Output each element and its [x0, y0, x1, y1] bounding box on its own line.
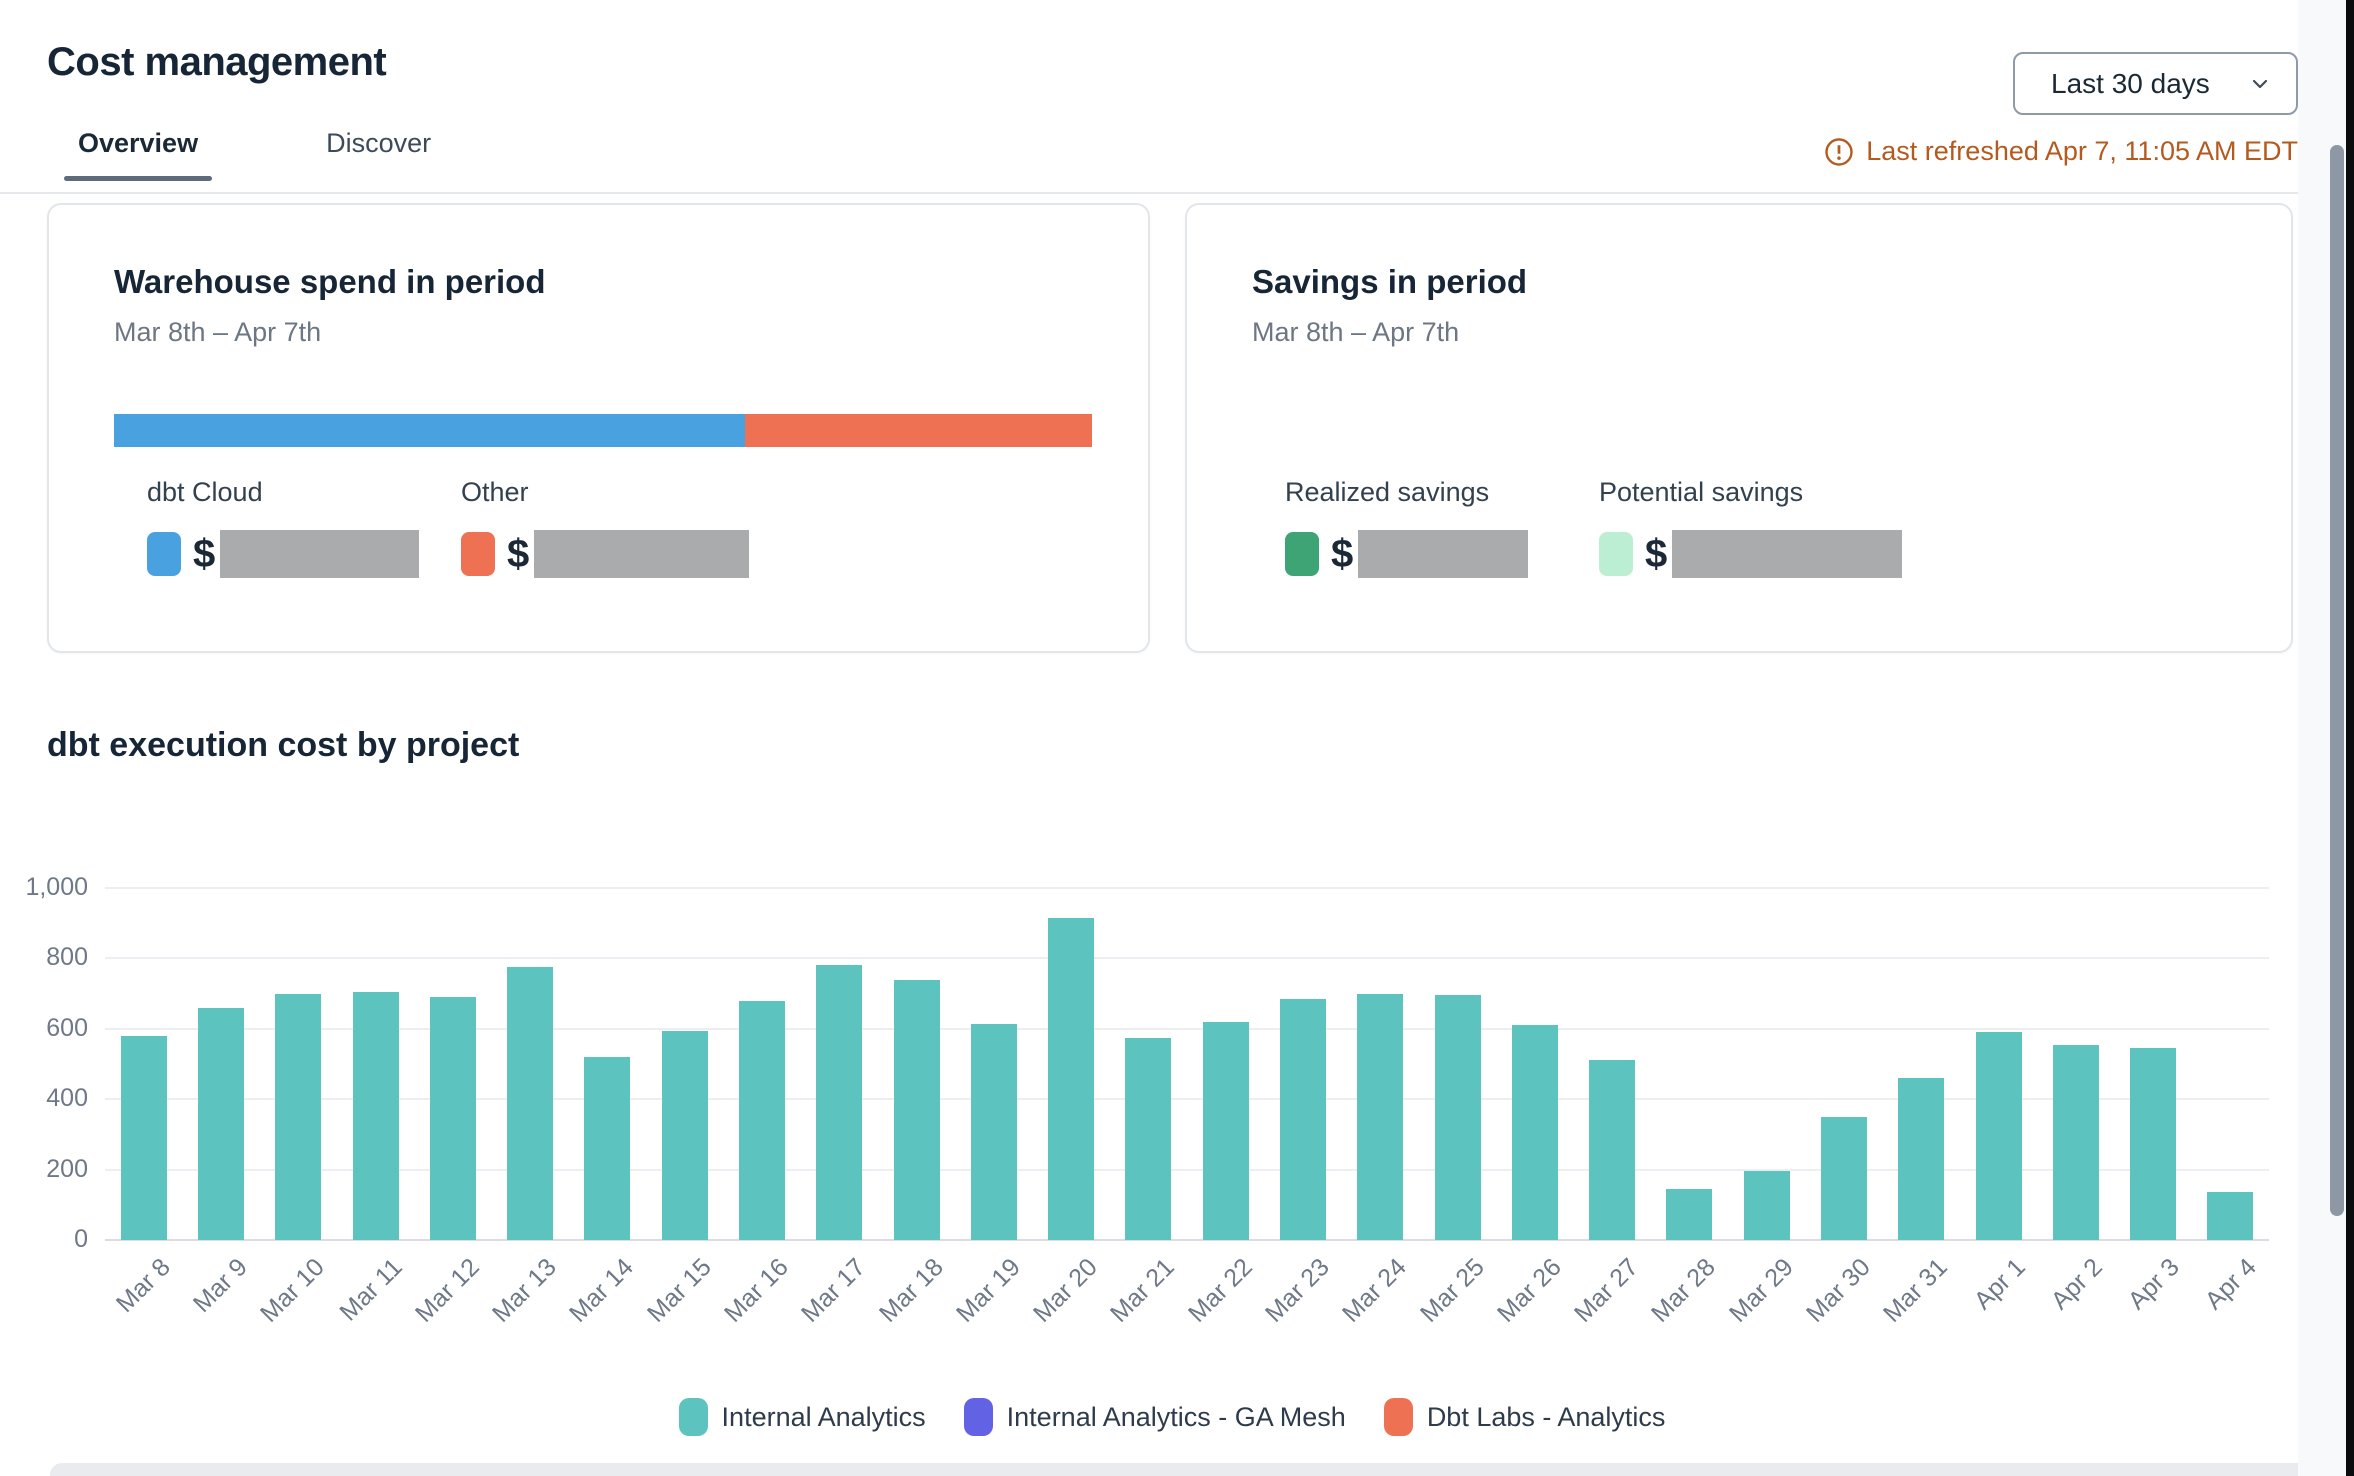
- gridline-800: [105, 957, 2269, 960]
- legend-item-internal-analytics[interactable]: Internal Analytics: [678, 1398, 926, 1436]
- tab-bar: Overview Discover: [64, 128, 445, 181]
- y-axis-label: 400: [46, 1084, 88, 1113]
- chart-legend: Internal Analytics Internal Analytics - G…: [0, 1398, 2344, 1436]
- bar-mar-21[interactable]: [1125, 1037, 1172, 1240]
- savings-legend-label: Realized savings: [1285, 477, 1490, 507]
- tab-overview[interactable]: Overview: [64, 128, 213, 181]
- spend-segment-other[interactable]: [744, 414, 1092, 447]
- savings-legend-label: Potential savings: [1599, 477, 1804, 507]
- spend-legend: dbt Cloud $ Other $: [147, 477, 750, 578]
- y-axis-label: 1,000: [25, 873, 88, 901]
- bar-mar-15[interactable]: [661, 1030, 708, 1240]
- redacted-value: [1672, 530, 1903, 578]
- bar-mar-13[interactable]: [507, 967, 554, 1240]
- bar-mar-25[interactable]: [1434, 995, 1481, 1240]
- bar-mar-30[interactable]: [1820, 1116, 1867, 1240]
- bar-mar-26[interactable]: [1511, 1025, 1558, 1240]
- window-edge: [2346, 0, 2354, 1476]
- bar-mar-17[interactable]: [816, 965, 863, 1240]
- y-axis-label: 0: [74, 1225, 88, 1253]
- bar-mar-11[interactable]: [352, 991, 399, 1240]
- legend-item-internal-analytics-ga-mesh[interactable]: Internal Analytics - GA Mesh: [963, 1398, 1346, 1436]
- y-axis-label: 800: [46, 943, 88, 972]
- bar-mar-31[interactable]: [1898, 1078, 1945, 1240]
- gridline-600: [105, 1027, 2269, 1030]
- bar-mar-24[interactable]: [1357, 993, 1404, 1240]
- y-axis-label: 600: [46, 1013, 88, 1042]
- gridline-0: [105, 1239, 2269, 1241]
- bar-mar-18[interactable]: [893, 979, 940, 1240]
- bar-mar-9[interactable]: [197, 1007, 244, 1240]
- refresh-status-text: Last refreshed Apr 7, 11:05 AM EDT: [1866, 136, 2298, 166]
- savings-period: Mar 8th – Apr 7th: [1252, 317, 1460, 347]
- chevron-down-icon: [2248, 72, 2272, 96]
- legend-label: Internal Analytics: [721, 1401, 926, 1432]
- bar-apr-4[interactable]: [2207, 1192, 2254, 1240]
- potential-savings-group: Potential savings $: [1599, 477, 1903, 578]
- bar-mar-27[interactable]: [1589, 1060, 1636, 1240]
- other-swatch: [461, 532, 495, 576]
- legend-swatch: [678, 1398, 708, 1436]
- scrollbar-thumb[interactable]: [2330, 145, 2344, 1216]
- bar-mar-12[interactable]: [429, 997, 476, 1240]
- warehouse-spend-title: Warehouse spend in period: [114, 263, 546, 300]
- redacted-value: [220, 530, 419, 578]
- currency-symbol: $: [507, 531, 530, 576]
- execution-cost-chart: 0 200 400 600 800 1,000 Mar 8 Mar 9 Mar 10 Mar 11…: [25, 873, 2269, 1476]
- refresh-status: Last refreshed Apr 7, 11:05 AM EDT: [1824, 136, 2298, 167]
- legend-swatch: [1383, 1398, 1413, 1436]
- spend-stacked-bar: [114, 414, 1092, 447]
- spend-legend-dbt-cloud: dbt Cloud $: [147, 477, 419, 578]
- bar-apr-1[interactable]: [1975, 1032, 2022, 1240]
- next-panel-edge: [50, 1463, 2346, 1476]
- legend-swatch: [963, 1398, 993, 1436]
- date-range-dropdown[interactable]: Last 30 days: [2013, 52, 2298, 115]
- savings-card: Savings in period Mar 8th – Apr 7th Real…: [1185, 203, 2293, 653]
- warehouse-spend-period: Mar 8th – Apr 7th: [114, 317, 322, 347]
- bar-apr-2[interactable]: [2052, 1044, 2099, 1240]
- spend-segment-dbt-cloud[interactable]: [114, 414, 745, 447]
- chart-section-title: dbt execution cost by project: [47, 726, 520, 764]
- bar-mar-19[interactable]: [970, 1023, 1017, 1240]
- tabbar-divider: [0, 192, 2346, 194]
- bar-mar-16[interactable]: [738, 1000, 785, 1240]
- redacted-value: [1358, 530, 1529, 578]
- date-range-value: Last 30 days: [2051, 67, 2210, 99]
- redacted-value: [534, 530, 750, 578]
- page-title: Cost management: [47, 40, 387, 84]
- savings-legend: Realized savings $ Potential savings $: [1285, 477, 1903, 578]
- legend-item-dbt-labs-analytics[interactable]: Dbt Labs - Analytics: [1383, 1398, 1666, 1436]
- spend-legend-other: Other $: [461, 477, 750, 578]
- bar-mar-14[interactable]: [584, 1056, 631, 1240]
- dbt-cloud-swatch: [147, 532, 181, 576]
- legend-label: Internal Analytics - GA Mesh: [1006, 1401, 1346, 1432]
- realized-savings-group: Realized savings $: [1285, 477, 1557, 578]
- alert-icon: [1824, 137, 1854, 167]
- bar-mar-8[interactable]: [120, 1035, 167, 1240]
- bar-mar-22[interactable]: [1202, 1021, 1249, 1240]
- currency-symbol: $: [193, 531, 216, 576]
- gridline-200: [105, 1168, 2269, 1171]
- y-axis-label: 200: [46, 1154, 88, 1183]
- spend-legend-label: dbt Cloud: [147, 477, 263, 507]
- gridline-1000: [105, 887, 2269, 889]
- potential-savings-swatch: [1599, 532, 1633, 576]
- bar-mar-20[interactable]: [1048, 917, 1095, 1240]
- tab-discover[interactable]: Discover: [326, 128, 432, 158]
- bar-mar-23[interactable]: [1279, 998, 1326, 1240]
- currency-symbol: $: [1645, 531, 1668, 576]
- spend-legend-label: Other: [461, 477, 529, 507]
- legend-label: Dbt Labs - Analytics: [1426, 1401, 1666, 1432]
- realized-savings-swatch: [1285, 532, 1319, 576]
- gridline-400: [105, 1098, 2269, 1101]
- bar-mar-29[interactable]: [1743, 1171, 1790, 1240]
- savings-title: Savings in period: [1252, 263, 1528, 300]
- warehouse-spend-card: Warehouse spend in period Mar 8th – Apr …: [47, 203, 1150, 653]
- bar-mar-10[interactable]: [275, 993, 322, 1240]
- bar-mar-28[interactable]: [1666, 1188, 1713, 1240]
- currency-symbol: $: [1331, 531, 1354, 576]
- bar-apr-3[interactable]: [2130, 1048, 2177, 1240]
